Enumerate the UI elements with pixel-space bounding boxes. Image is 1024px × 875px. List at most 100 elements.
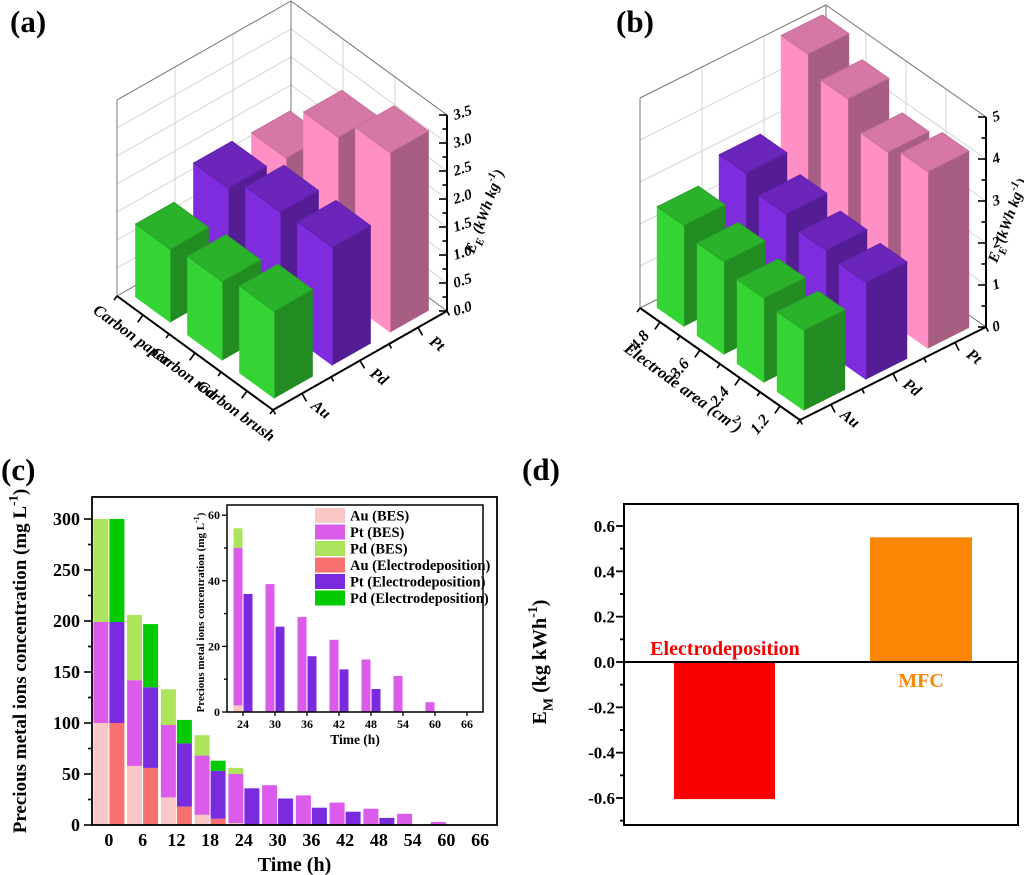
bar-Au-Electrodeposition-t0 [109,723,125,825]
main-frame [91,496,498,826]
panel-c-letter: (c) [1,452,36,487]
bar-Pt-Electrodeposition-t0 [109,622,125,723]
panel-b-letter: (b) [616,4,654,39]
main-x-axis-title: Time (h) [258,854,332,875]
bar-Pt-BES-t54 [393,675,403,712]
bar-Pt-BES-t36 [295,795,311,825]
z-tick-label: 0.0 [451,299,474,320]
metal-label: Pd [899,375,925,401]
bar-Au-BES-t24 [228,823,244,825]
metal-label: Pt [962,345,985,368]
z-axis-title: EE (kWh kg-1) [982,175,1024,267]
bar-Pd-BES-t18 [194,735,210,756]
chart-d-em-comparison: -0.6 -0.4 -0.2 0.0 0.2 0.4 0.6 EM (kg kWh-1) Ele… [526,503,1019,826]
z-tick-label: 1.0 [451,243,474,264]
main-y-tick-label: 150 [53,662,80,682]
bar-Pt-Electrodeposition-t36 [311,807,327,825]
bar-Pd-Electrodeposition-t12 [176,719,192,744]
bar-Au-BES-t24 [233,705,243,712]
bar-Pt-BES-t6 [127,680,143,766]
bar-Pt-Electrodeposition-t6 [143,687,159,768]
main-x-tick-label: 36 [302,830,320,850]
inset-x-tick-label: 30 [269,717,281,731]
main-y-tick-label: 50 [62,764,80,784]
bar-Pt-Electrodeposition-t12 [176,743,192,807]
bar-Au-Electrodeposition-t6 [143,767,159,825]
stacked-bars [233,528,435,712]
z-tick-label: 3.0 [450,131,474,152]
main-y-tick-label: 200 [53,611,80,631]
y-ticks [616,525,624,822]
bar-Pd-Electrodeposition-t0 [109,519,125,622]
bar-Au-BES-t0 [93,723,109,825]
bar-Pt-Electrodeposition-t30 [278,798,294,825]
bar-Pd-BES-t24 [233,528,243,548]
bar-Pt-Electrodeposition-t36 [307,656,317,712]
z-tick-label: 2.0 [450,187,474,208]
bar-Pt-BES-t0 [93,622,109,723]
bar-Pt-BES-t30 [262,785,278,825]
main-x-tick-label: 18 [201,830,219,850]
bar-Pt-Electrodeposition-t24 [244,788,260,825]
metal-label: Pd [366,364,392,390]
bar-electrodeposition [674,662,775,800]
legend-label-4: Au (Electrodeposition) [350,558,490,574]
main-y-tick-label: 300 [53,509,80,529]
bar-Pt-Electrodeposition-t48 [379,817,395,825]
frame [623,503,1019,826]
metal-label: Pt [425,332,448,355]
bar-mfc [870,537,972,662]
main-x-tick-label: 48 [370,830,388,850]
z-tick-label: 2.5 [450,159,474,180]
inset-x-tick-label: 36 [301,717,313,731]
legend-swatch-4 [315,557,345,573]
bar-Pt-BES-t48 [361,659,371,712]
z-tick-label: 3 [989,192,1003,210]
inset-y-tick-label: 60 [208,508,220,522]
z-tick-label: 3.5 [450,103,474,124]
inset-y-axis-title: Precious metal ions concentration (mg L-… [192,512,207,712]
z-tick-label: 1.5 [451,215,474,236]
main-x-tick-label: 24 [235,830,253,850]
bar-Pt-Electrodeposition-t24 [243,593,253,712]
z-axis-title: EE (kWh kg-1) [459,166,512,258]
bar-Pd-Electrodeposition-t18 [210,760,226,771]
z-tick-label: 1 [990,276,1002,294]
bar-Pt-Electrodeposition-t18 [210,770,226,819]
main-x-tick-label: 54 [404,830,422,850]
axis-ticks [636,116,989,425]
y-tick-label: 0.0 [594,653,615,672]
bar-Pt-Electrodeposition-t48 [371,689,381,712]
bar-annotation-mfc: MFC [898,670,944,692]
bar-Pd-BES-t0 [93,519,109,622]
bar-Pt-BES-t60 [425,702,435,712]
y-tick-label: -0.6 [588,789,615,808]
y-tick-label: 0.6 [594,517,615,536]
bar-Pt-Electrodeposition-t42 [339,669,349,712]
z-tick-label: 0.5 [451,271,474,292]
legend: Au (BES)Pt (BES)Pd (BES)Au (Electrodepos… [315,508,490,607]
metal-label: Au [836,406,863,432]
main-x-tick-label: 0 [104,830,113,850]
legend-label-6: Pd (Electrodeposition) [350,591,489,607]
inset-ticks [222,514,468,716]
category-label: 1.2 [747,412,773,438]
legend-label-2: Pt (BES) [350,525,405,541]
inset-y-tick-label: 20 [208,639,220,653]
main-y-tick-label: 100 [53,713,80,733]
bar-Au-1-2 [776,290,846,411]
axis-ticks [113,114,451,415]
legend-swatch-1 [315,508,345,523]
z-tick-label: 0 [990,318,1003,336]
inset-frame [226,504,484,713]
inset-x-tick-label: 42 [333,717,345,731]
bars-3d [656,14,970,411]
bar-Pt-BES-t24 [228,774,244,823]
bar-Pt-BES-t42 [329,639,339,712]
bar-Au-BES-t18 [194,814,210,825]
bar-Pt-Electrodeposition-t30 [275,626,285,712]
inset-x-tick-label: 60 [429,717,441,731]
y-tick-label: 0.2 [594,608,615,627]
